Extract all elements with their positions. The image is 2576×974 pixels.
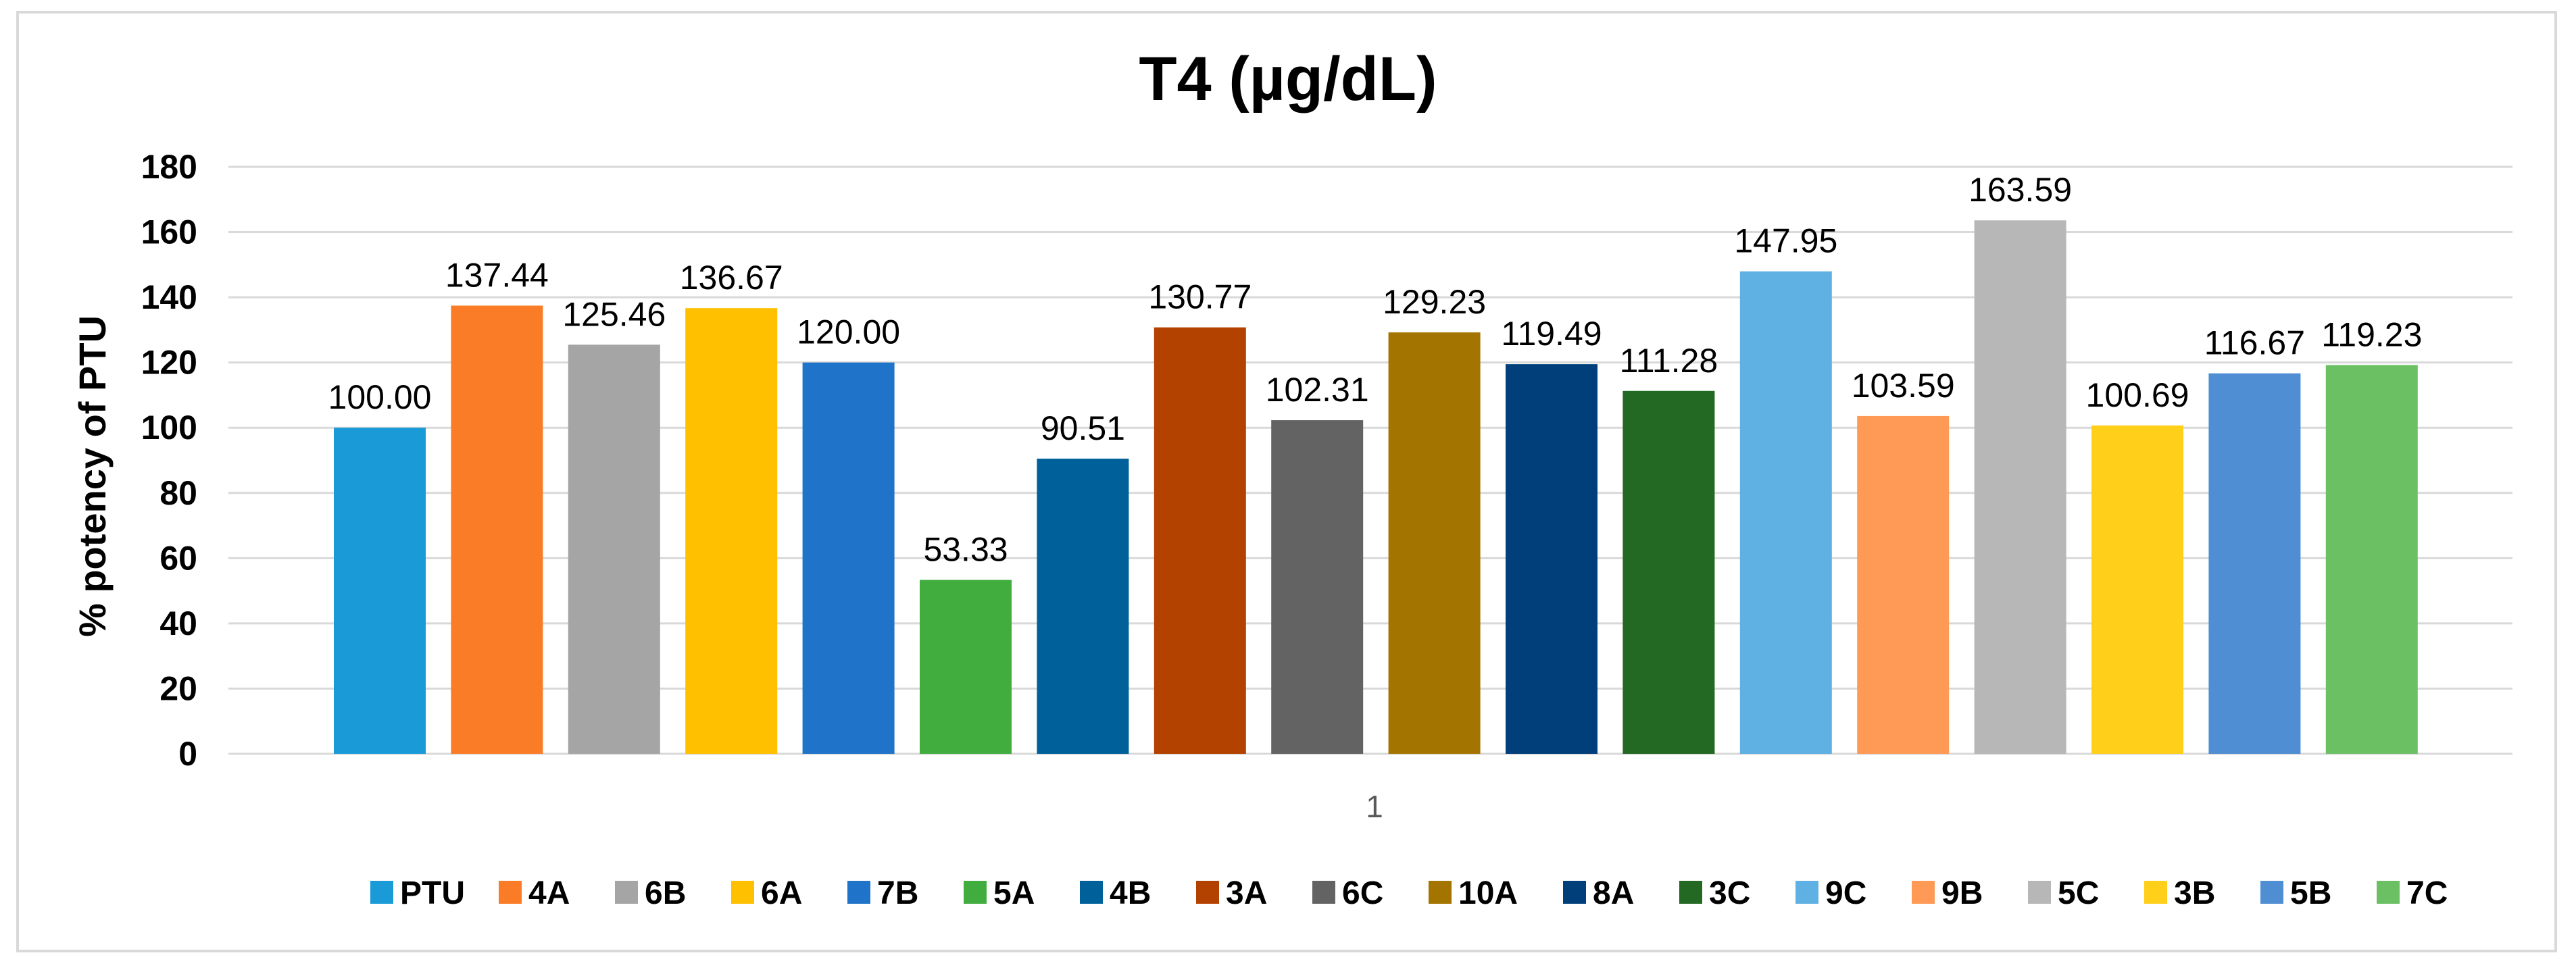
- data-label-3A: 130.77: [1148, 278, 1252, 316]
- legend-swatch-6C: [1312, 881, 1335, 904]
- legend-swatch-3B: [2144, 881, 2167, 904]
- data-label-3C: 111.28: [1620, 342, 1718, 380]
- bar-10A: [1388, 332, 1481, 754]
- legend-label-3C: 3C: [1709, 875, 1750, 911]
- legend-label-9B: 9B: [1941, 875, 1983, 911]
- data-label-PTU: 100.00: [328, 378, 432, 416]
- legend-swatch-4A: [499, 881, 522, 904]
- bar-8A: [1506, 364, 1597, 754]
- legend-swatch-3A: [1196, 881, 1219, 904]
- legend-swatch-10A: [1429, 881, 1452, 904]
- legend-swatch-4B: [1080, 881, 1103, 904]
- legend-label-3A: 3A: [1226, 875, 1267, 911]
- y-tick-label: 160: [141, 213, 197, 251]
- x-tick-label: 1: [1366, 789, 1383, 824]
- bars: [334, 220, 2418, 754]
- bar-PTU: [334, 428, 426, 754]
- legend-label-PTU: PTU: [400, 875, 465, 911]
- data-label-6C: 102.31: [1266, 371, 1369, 409]
- legend-swatch-9B: [1912, 881, 1935, 904]
- y-tick-label: 180: [141, 148, 197, 186]
- data-labels: 100.00 137.44 125.46 136.67 120.00 53.33 90.51…: [328, 171, 2423, 568]
- legend-swatch-6B: [615, 881, 638, 904]
- bar-5A: [920, 580, 1012, 754]
- y-tick-label: 80: [159, 474, 197, 512]
- legend-label-3B: 3B: [2174, 875, 2215, 911]
- legend-label-5B: 5B: [2290, 875, 2331, 911]
- data-label-7C: 119.23: [2321, 315, 2422, 353]
- data-label-4B: 90.51: [1041, 409, 1125, 447]
- legend: PTU 4A 6B 6A 7B 5A 4B 3A 6C 10A 8A 3C 9C 9B 5C 3B 5B 7C: [370, 875, 2448, 911]
- bar-6C: [1271, 420, 1364, 754]
- data-label-6A: 136.67: [680, 259, 783, 297]
- legend-swatch-7C: [2377, 881, 2400, 904]
- bar-9B: [1857, 415, 1950, 754]
- y-tick-label: 20: [159, 669, 197, 707]
- y-tick-label: 0: [178, 735, 197, 773]
- legend-swatch-5C: [2028, 881, 2051, 904]
- data-label-8A: 119.49: [1501, 315, 1602, 353]
- y-tick-label: 40: [159, 605, 197, 642]
- y-tick-label: 140: [141, 278, 197, 316]
- data-label-5A: 53.33: [923, 531, 1008, 569]
- data-label-7B: 120.00: [797, 313, 900, 351]
- legend-swatch-5A: [964, 881, 987, 904]
- y-tick-label: 120: [141, 344, 197, 382]
- data-label-10A: 129.23: [1383, 283, 1486, 321]
- legend-label-7B: 7B: [877, 875, 918, 911]
- bar-5C: [1974, 220, 2066, 754]
- legend-label-5A: 5A: [993, 875, 1035, 911]
- bar-3A: [1154, 327, 1246, 754]
- legend-swatch-9C: [1795, 881, 1818, 904]
- data-label-3B: 100.69: [2086, 376, 2189, 414]
- bar-3B: [2091, 425, 2183, 754]
- bar-4A: [451, 305, 543, 754]
- legend-swatch-5B: [2260, 881, 2283, 904]
- data-label-6B: 125.46: [562, 295, 666, 333]
- data-label-4A: 137.44: [445, 256, 549, 294]
- bar-3C: [1623, 390, 1715, 754]
- legend-label-4B: 4B: [1110, 875, 1151, 911]
- legend-label-10A: 10A: [1458, 875, 1518, 911]
- data-label-9C: 147.95: [1734, 222, 1837, 260]
- data-label-5B: 116.67: [2204, 324, 2305, 362]
- legend-label-6C: 6C: [1342, 875, 1383, 911]
- legend-swatch-6A: [731, 881, 754, 904]
- bar-6A: [685, 308, 778, 754]
- bar-7B: [802, 362, 895, 754]
- legend-swatch-7B: [847, 881, 870, 904]
- bar-7C: [2325, 365, 2418, 754]
- chart-title: T4 (µg/dL): [1139, 45, 1437, 113]
- legend-label-6B: 6B: [645, 875, 686, 911]
- y-axis-label: % potency of PTU: [71, 315, 114, 637]
- y-tick-label: 60: [159, 539, 197, 577]
- legend-label-8A: 8A: [1593, 875, 1634, 911]
- legend-label-5C: 5C: [2058, 875, 2099, 911]
- data-label-5C: 163.59: [1968, 171, 2072, 209]
- data-label-9B: 103.59: [1852, 367, 1955, 405]
- legend-label-7C: 7C: [2406, 875, 2448, 911]
- legend-swatch-3C: [1679, 881, 1702, 904]
- bar-9C: [1739, 271, 1832, 754]
- bar-4B: [1037, 459, 1129, 754]
- bar-6B: [568, 344, 660, 754]
- legend-label-9C: 9C: [1825, 875, 1866, 911]
- legend-swatch-8A: [1563, 881, 1586, 904]
- bar-5B: [2208, 373, 2301, 754]
- legend-label-4A: 4A: [528, 875, 570, 911]
- legend-swatch-PTU: [370, 881, 393, 904]
- y-tick-label: 100: [141, 409, 197, 446]
- y-axis-ticks: 0 20 40 60 80 100 120 140 160 180: [141, 148, 197, 773]
- legend-label-6A: 6A: [761, 875, 802, 911]
